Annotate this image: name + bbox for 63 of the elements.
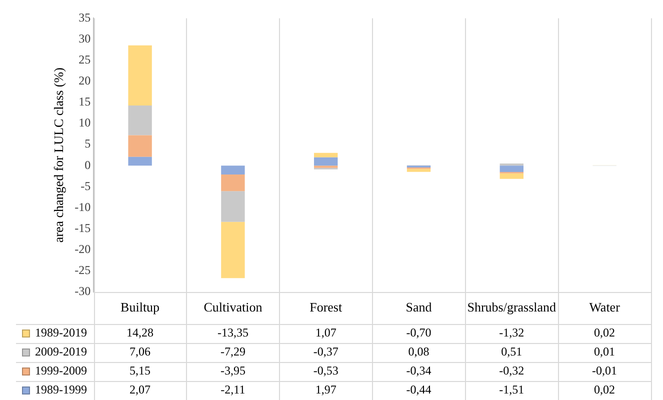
- data-label: 0,02: [594, 326, 616, 340]
- data-label: 14,28: [126, 326, 154, 340]
- y-tick-label: -30: [74, 284, 91, 298]
- data-label: -0,37: [313, 344, 338, 359]
- bar: [500, 173, 524, 179]
- bar: [128, 156, 152, 166]
- x-tick-label: Builtup: [120, 299, 160, 314]
- bar: [128, 105, 152, 136]
- x-tick-label: Sand: [406, 299, 432, 314]
- y-tick-label: -10: [74, 200, 91, 214]
- legend-label: 1989-1999: [35, 382, 87, 397]
- y-tick-label: 15: [78, 94, 91, 109]
- y-tick-label: 0: [84, 158, 91, 172]
- data-label: -0,32: [499, 364, 524, 378]
- data-label: -2,11: [220, 382, 246, 397]
- y-tick-label: -5: [80, 178, 91, 193]
- y-tick-label: -15: [74, 220, 91, 235]
- data-label: 5,15: [130, 364, 151, 378]
- y-tick-label: -20: [74, 242, 91, 256]
- data-label: -0,53: [313, 364, 338, 378]
- bar: [500, 166, 524, 172]
- data-label: -7,29: [220, 344, 246, 359]
- data-label: -3,95: [220, 364, 246, 378]
- bar: [221, 222, 245, 278]
- x-tick-label: Water: [589, 299, 621, 314]
- bar: [221, 166, 245, 175]
- data-label: -0,70: [406, 326, 432, 340]
- x-tick-label: Cultivation: [204, 299, 263, 314]
- y-tick-label: 10: [78, 116, 91, 130]
- bar: [314, 157, 338, 166]
- data-label: 1,07: [315, 326, 336, 340]
- data-label: -13,35: [217, 326, 248, 340]
- x-tick-label: Shrubs/grassland: [467, 299, 557, 314]
- data-label: -1,51: [499, 382, 524, 397]
- y-tick-label: 25: [78, 52, 91, 66]
- data-label: 0,01: [594, 344, 616, 359]
- bar: [128, 135, 152, 157]
- data-label: 1,97: [315, 382, 336, 397]
- legend-label: 1989-2019: [35, 326, 87, 340]
- data-label: -1,32: [499, 326, 524, 340]
- bar: [128, 45, 152, 106]
- data-label: -0,34: [406, 364, 432, 378]
- bar: [406, 168, 431, 172]
- data-label: -0,01: [592, 364, 618, 378]
- legend-label: 1999-2009: [35, 364, 87, 378]
- y-axis-title: area changed for LULC class (%): [51, 68, 66, 243]
- y-tick-label: 20: [78, 74, 91, 88]
- bar: [221, 174, 245, 192]
- y-tick-label: 30: [78, 31, 91, 46]
- data-label: -0,44: [406, 382, 432, 397]
- data-label: 7,06: [130, 344, 151, 359]
- y-tick-label: 35: [78, 10, 91, 24]
- bar: [500, 163, 524, 166]
- data-label: 0,51: [501, 344, 522, 359]
- data-label: 0,08: [408, 344, 430, 359]
- bar: [221, 191, 245, 222]
- data-label: 2,07: [130, 382, 151, 397]
- y-tick-label: -25: [74, 263, 91, 278]
- data-label: 0,02: [594, 382, 616, 397]
- y-tick-label: 5: [84, 136, 91, 151]
- bar: [314, 152, 338, 158]
- x-tick-label: Forest: [310, 299, 342, 314]
- legend-label: 2009-2019: [35, 344, 87, 359]
